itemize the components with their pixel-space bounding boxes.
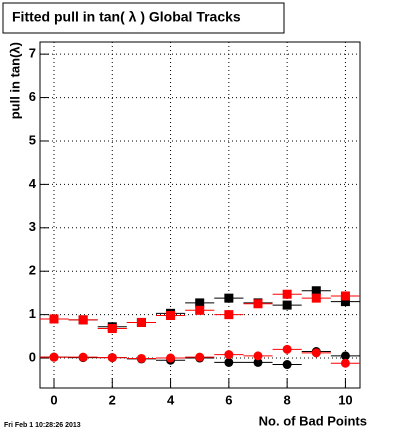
marker (253, 357, 263, 367)
marker (166, 311, 176, 321)
plot-frame (39, 41, 361, 389)
marker (107, 353, 117, 363)
y-tick-label: 3 (29, 219, 36, 234)
marker (195, 305, 205, 315)
marker (253, 299, 263, 309)
marker (195, 298, 205, 308)
marker (282, 289, 292, 299)
x-axis-title: No. of Bad Points (259, 413, 367, 428)
marker (311, 293, 321, 303)
y-tick-label: 1 (29, 306, 36, 321)
marker (224, 350, 234, 360)
marker (311, 286, 321, 296)
x-tick-label: 2 (109, 392, 116, 407)
marker (340, 297, 350, 307)
marker (166, 353, 176, 363)
footer: Fri Feb 1 10:28:26 2013 (4, 422, 81, 429)
marker (49, 352, 59, 362)
marker (282, 360, 292, 370)
marker (78, 352, 88, 362)
chart-title: Fitted pull in tan( λ ) Global Tracks (12, 9, 241, 25)
y-tick-label: 5 (29, 132, 36, 147)
marker (107, 324, 117, 334)
marker (282, 300, 292, 310)
marker (224, 310, 234, 320)
x-tick-label: 4 (167, 392, 175, 407)
marker (49, 314, 59, 324)
y-tick-label: 6 (29, 89, 36, 104)
title-box (2, 2, 285, 34)
marker (224, 293, 234, 303)
y-tick-label: 4 (29, 176, 37, 191)
y-axis-title: pull in tan(λ) (7, 42, 22, 119)
marker (340, 351, 350, 361)
marker (311, 348, 321, 358)
marker (340, 291, 350, 301)
marker (195, 352, 205, 362)
y-tick-label: 2 (29, 263, 36, 278)
x-tick-label: 6 (225, 392, 232, 407)
marker (78, 315, 88, 325)
marker (340, 358, 350, 368)
marker (136, 317, 146, 327)
x-tick-label: 0 (50, 392, 57, 407)
marker (136, 353, 146, 363)
y-tick-label: 0 (29, 349, 36, 364)
marker (224, 357, 234, 367)
marker (253, 351, 263, 361)
x-tick-label: 10 (338, 392, 352, 407)
x-tick-label: 8 (284, 392, 291, 407)
marker (282, 344, 292, 354)
y-tick-label: 7 (29, 46, 36, 61)
